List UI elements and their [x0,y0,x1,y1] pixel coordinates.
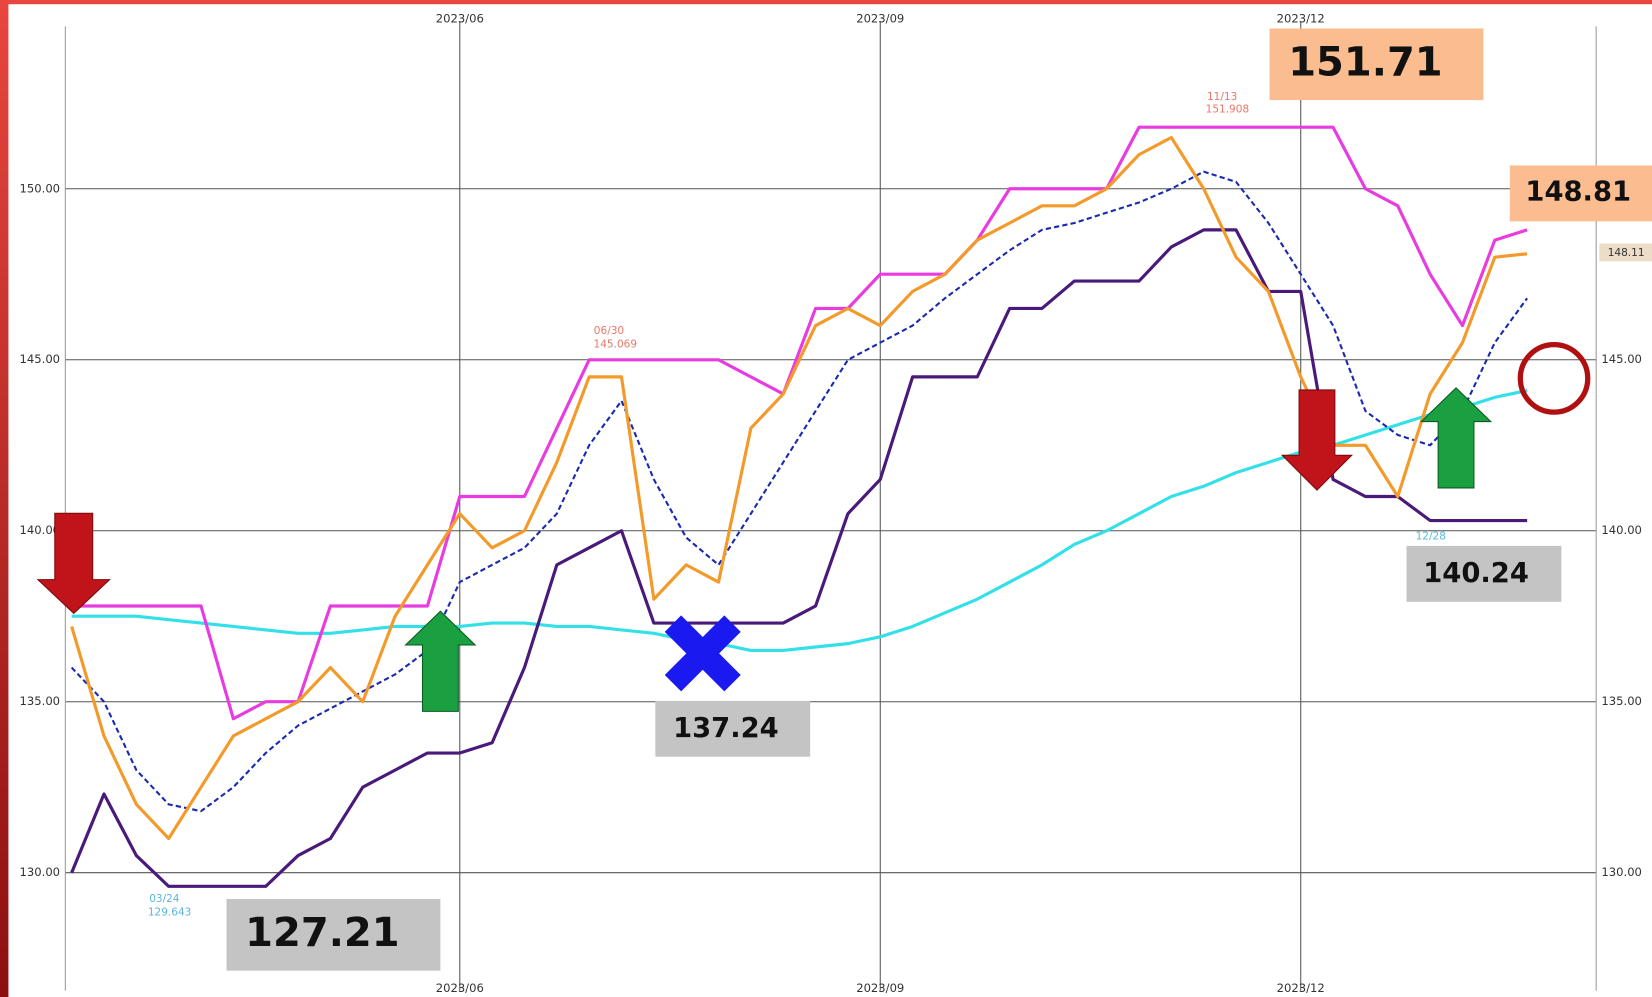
annotation-boxes: 151.71 148.81 140.24 137.24 127.21 [226,28,1652,971]
label: 151.71 [1288,39,1442,85]
y-tick-label: 150.00 [20,181,61,195]
x-tick-label: 2023/09 [856,11,904,25]
label-box [655,700,811,757]
price-tag-label: 148.11 [1608,247,1645,259]
price-tag [1599,243,1652,262]
x-tick-label: 2023/12 [1277,981,1325,995]
y-tick-label: 135.00 [20,694,61,708]
y-tick-label: 145.00 [1601,352,1642,366]
down-arrow [36,512,111,615]
note: 129.643 [148,907,191,919]
up-arrow [1419,387,1493,489]
label-box [1406,545,1562,602]
note: 12/28 [1416,530,1446,542]
y-tick-label: 140.00 [20,523,61,537]
series-line [70,228,1528,888]
note: 03/24 [149,893,180,905]
label: 137.24 [673,713,779,744]
note: 151.908 [1206,104,1249,116]
y-tick-label: 130.00 [20,865,61,879]
series-line [71,125,1528,721]
x-tick-label: 2023/06 [436,981,484,995]
x-tick-label: 2023/09 [856,981,904,995]
label-box [1269,28,1484,101]
label: 148.81 [1525,176,1631,207]
y-tick-label: 130.00 [1601,865,1642,879]
label-box [1509,165,1652,222]
label-box [226,898,441,971]
y-tick-label: 140.00 [1601,523,1642,537]
arrows [36,341,1591,712]
down-arrow [1280,389,1354,491]
y-tick-label: 135.00 [1601,694,1642,708]
point-notes: 06/30 145.069 11/13 151.908 03/24 129.64… [148,91,1652,919]
note: 11/13 [1207,91,1237,103]
x-tick-label: 2023/12 [1277,11,1325,25]
up-arrow [404,610,477,712]
circle-mark [1517,341,1591,415]
label: 140.24 [1423,558,1529,589]
x-tick-label: 2023/06 [436,11,484,25]
series-line [70,135,1528,841]
y-tick-label: 145.00 [20,352,61,366]
label: 127.21 [245,910,399,956]
note: 145.069 [594,339,637,351]
note: 06/30 [594,325,624,337]
cross-mark [664,615,741,692]
series-line [70,170,1529,813]
